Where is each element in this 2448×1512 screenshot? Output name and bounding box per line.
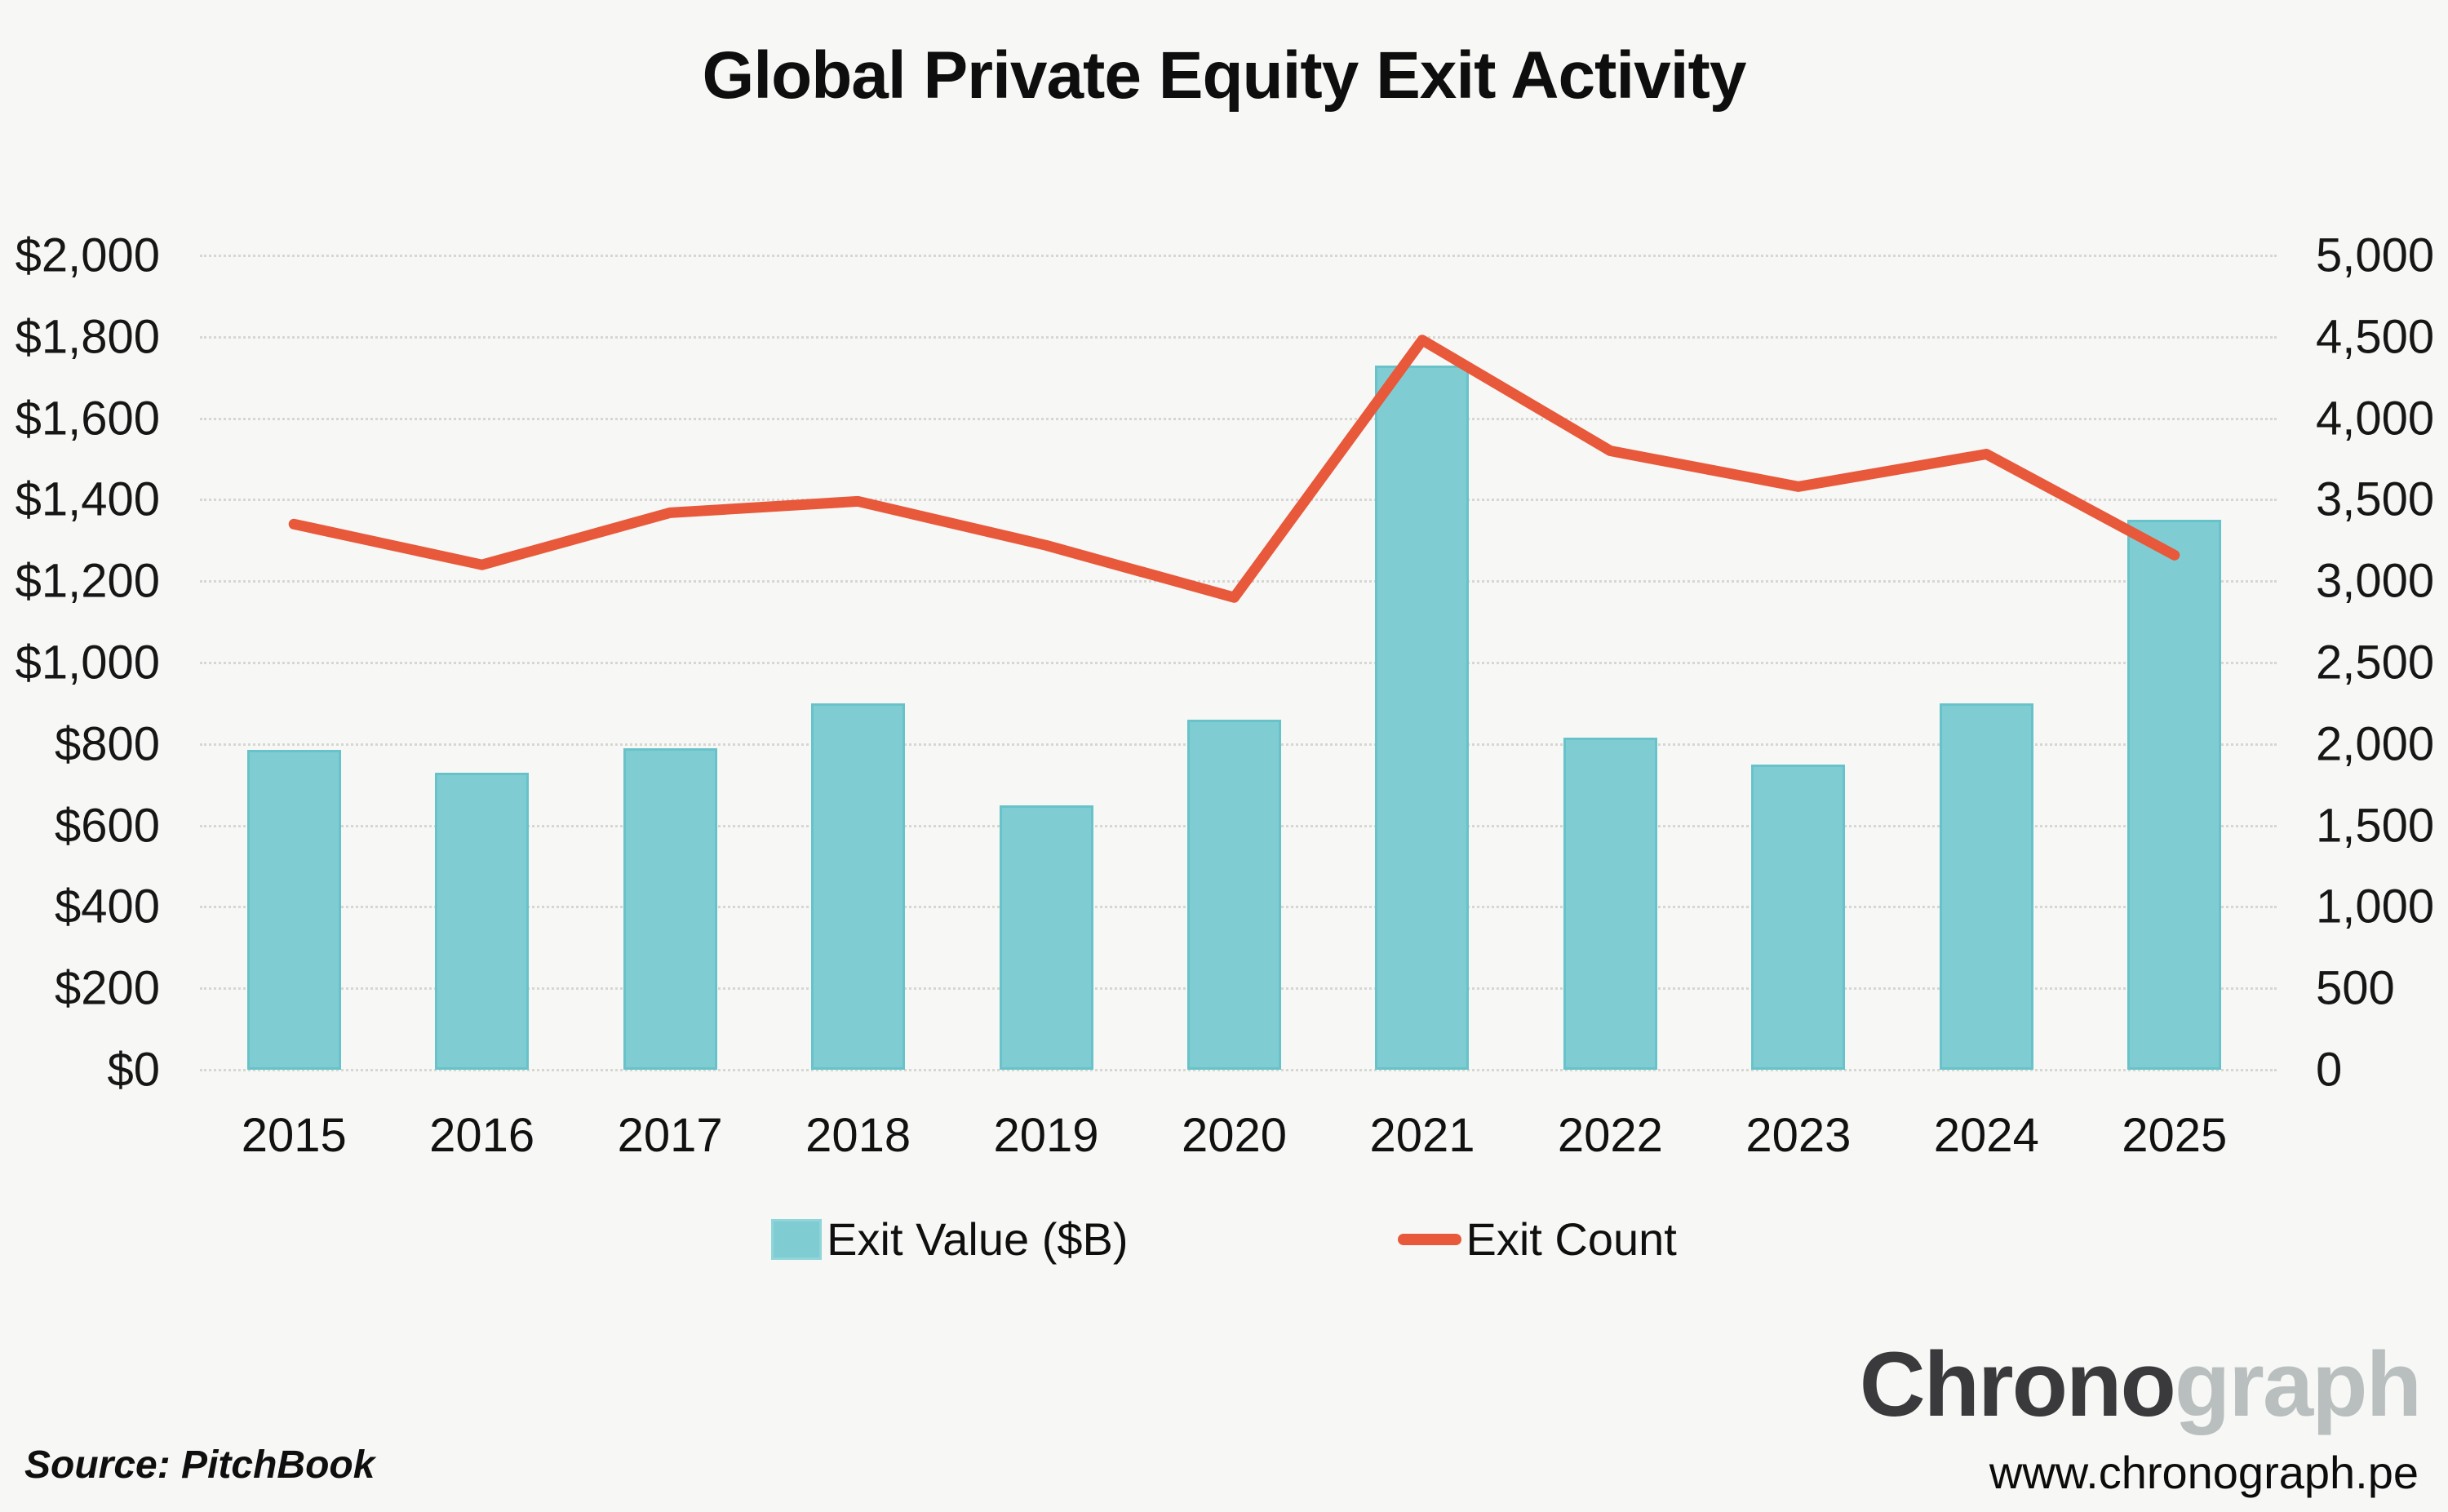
bar-2025: [2127, 520, 2222, 1070]
x-axis-label-2021: 2021: [1369, 1109, 1475, 1162]
x-axis-label-2020: 2020: [1181, 1109, 1288, 1162]
y-axis-tick-left: $2,000: [15, 228, 160, 282]
legend-label-exit-value: Exit Value ($B): [827, 1213, 1129, 1265]
bar-2019: [999, 805, 1093, 1070]
y-axis-tick-left: $200: [54, 961, 160, 1015]
y-axis-tick-left: $0: [107, 1043, 160, 1097]
brand-url: www.chronograph.pe: [1989, 1447, 2419, 1498]
x-axis-label-2025: 2025: [2122, 1109, 2228, 1162]
logo-text-dark: Chrono: [1859, 1333, 2176, 1435]
y-axis-tick-left: $1,600: [15, 392, 160, 446]
bar-2022: [1563, 738, 1657, 1070]
x-axis-label-2019: 2019: [993, 1109, 1099, 1162]
x-axis-label-2017: 2017: [617, 1109, 723, 1162]
bar-2015: [246, 750, 341, 1070]
legend-item-exit-value: Exit Value ($B): [771, 1213, 1129, 1266]
chronograph-logo: Chronograph: [1859, 1332, 2422, 1437]
y-axis-tick-right: 5,000: [2316, 228, 2435, 282]
bar-2016: [435, 772, 530, 1070]
gridline: [200, 580, 2277, 583]
y-axis-tick-right: 3,500: [2316, 472, 2435, 526]
y-axis-tick-right: 1,000: [2316, 880, 2435, 933]
y-axis-tick-left: $1,400: [15, 472, 160, 526]
source-note: Source: PitchBook: [24, 1443, 375, 1487]
y-axis-tick-right: 500: [2316, 961, 2395, 1015]
y-axis-tick-left: $1,000: [15, 636, 160, 689]
x-axis-label-2023: 2023: [1745, 1109, 1852, 1162]
y-axis-tick-right: 4,000: [2316, 392, 2435, 446]
y-axis-tick-left: $800: [54, 717, 160, 771]
logo-text-light: graph: [2174, 1333, 2422, 1435]
line-swatch-icon: [1397, 1233, 1461, 1245]
y-axis-tick-right: 1,500: [2316, 799, 2435, 853]
y-axis-tick-right: 2,500: [2316, 636, 2435, 689]
bar-2017: [623, 747, 717, 1070]
gridline: [200, 255, 2277, 257]
x-axis-label-2018: 2018: [805, 1109, 911, 1162]
x-axis-label-2022: 2022: [1557, 1109, 1663, 1162]
gridline: [200, 417, 2277, 420]
y-axis-tick-right: 2,000: [2316, 717, 2435, 771]
y-axis-tick-right: 4,500: [2316, 310, 2435, 364]
chart-title: Global Private Equity Exit Activity: [702, 38, 1747, 113]
x-axis-label-2024: 2024: [1933, 1109, 2039, 1162]
y-axis-tick-right: 3,000: [2316, 554, 2435, 608]
y-axis-tick-right: 0: [2316, 1043, 2343, 1097]
y-axis-tick-left: $1,200: [15, 554, 160, 608]
y-axis-tick-left: $600: [54, 799, 160, 853]
gridline: [200, 499, 2277, 502]
bar-2021: [1375, 365, 1470, 1070]
legend: Exit Value ($B) Exit Count: [0, 1213, 2448, 1266]
legend-label-exit-count: Exit Count: [1466, 1213, 1677, 1265]
bar-2023: [1751, 764, 1846, 1070]
bar-2024: [1939, 703, 2033, 1070]
bar-swatch-icon: [771, 1218, 823, 1260]
bar-2018: [811, 703, 906, 1070]
y-axis-tick-left: $1,800: [15, 310, 160, 364]
y-axis-tick-left: $400: [54, 880, 160, 933]
gridline: [200, 662, 2277, 664]
gridline: [200, 1069, 2277, 1071]
gridline: [200, 335, 2277, 339]
x-axis-label-2015: 2015: [241, 1109, 347, 1162]
bar-2020: [1187, 719, 1281, 1070]
x-axis-label-2016: 2016: [429, 1109, 535, 1162]
legend-item-exit-count: Exit Count: [1397, 1213, 1677, 1266]
